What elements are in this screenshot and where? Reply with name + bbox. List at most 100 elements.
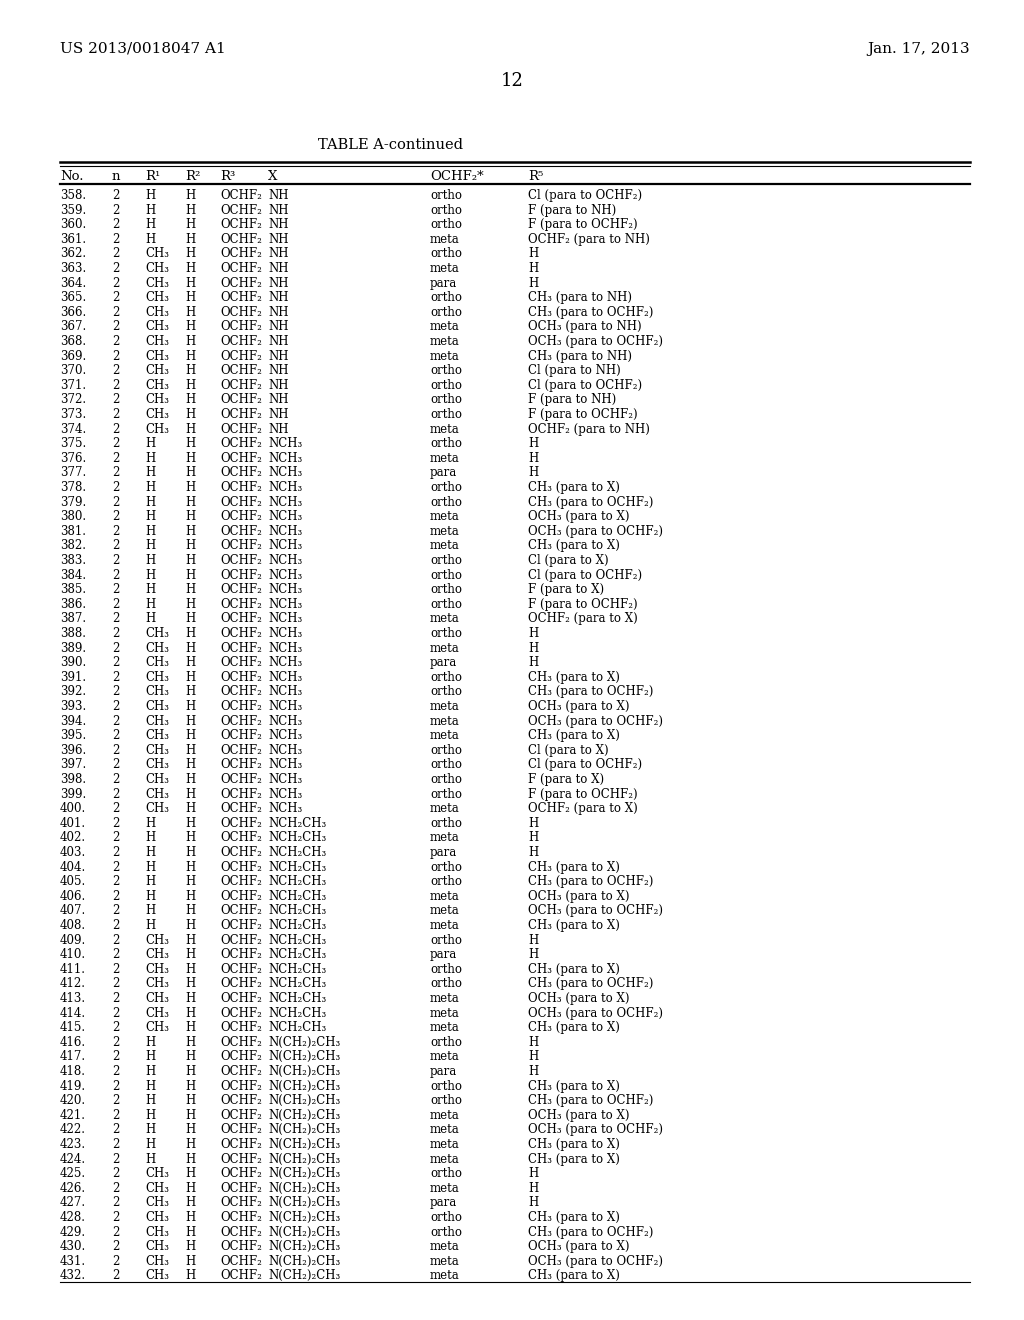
Text: 429.: 429. bbox=[60, 1225, 86, 1238]
Text: 2: 2 bbox=[112, 1036, 120, 1049]
Text: OCHF₂: OCHF₂ bbox=[220, 525, 262, 537]
Text: NCH₃: NCH₃ bbox=[268, 569, 302, 582]
Text: N(CH₂)₂CH₃: N(CH₂)₂CH₃ bbox=[268, 1210, 340, 1224]
Text: NCH₃: NCH₃ bbox=[268, 511, 302, 523]
Text: OCHF₂: OCHF₂ bbox=[220, 788, 262, 801]
Text: CH₃: CH₃ bbox=[145, 261, 169, 275]
Text: 2: 2 bbox=[112, 321, 120, 334]
Text: NCH₃: NCH₃ bbox=[268, 729, 302, 742]
Text: 2: 2 bbox=[112, 642, 120, 655]
Text: CH₃: CH₃ bbox=[145, 788, 169, 801]
Text: 428.: 428. bbox=[60, 1210, 86, 1224]
Text: OCHF₂: OCHF₂ bbox=[220, 904, 262, 917]
Text: OCHF₂: OCHF₂ bbox=[220, 1255, 262, 1267]
Text: CH₃: CH₃ bbox=[145, 277, 169, 289]
Text: NH: NH bbox=[268, 261, 289, 275]
Text: H: H bbox=[185, 803, 196, 816]
Text: 2: 2 bbox=[112, 525, 120, 537]
Text: 2: 2 bbox=[112, 832, 120, 845]
Text: 427.: 427. bbox=[60, 1196, 86, 1209]
Text: 2: 2 bbox=[112, 759, 120, 771]
Text: ortho: ortho bbox=[430, 189, 462, 202]
Text: CH₃ (para to NH): CH₃ (para to NH) bbox=[528, 292, 632, 304]
Text: OCH₃ (para to OCHF₂): OCH₃ (para to OCHF₂) bbox=[528, 1255, 663, 1267]
Text: CH₃: CH₃ bbox=[145, 714, 169, 727]
Text: CH₃: CH₃ bbox=[145, 933, 169, 946]
Text: 2: 2 bbox=[112, 1225, 120, 1238]
Text: OCHF₂: OCHF₂ bbox=[220, 247, 262, 260]
Text: H: H bbox=[528, 656, 539, 669]
Text: CH₃: CH₃ bbox=[145, 774, 169, 785]
Text: 2: 2 bbox=[112, 292, 120, 304]
Text: CH₃: CH₃ bbox=[145, 1210, 169, 1224]
Text: 424.: 424. bbox=[60, 1152, 86, 1166]
Text: 2: 2 bbox=[112, 364, 120, 378]
Text: OCHF₂: OCHF₂ bbox=[220, 393, 262, 407]
Text: 405.: 405. bbox=[60, 875, 86, 888]
Text: H: H bbox=[528, 817, 539, 830]
Text: 387.: 387. bbox=[60, 612, 86, 626]
Text: CH₃ (para to OCHF₂): CH₃ (para to OCHF₂) bbox=[528, 495, 653, 508]
Text: H: H bbox=[185, 1036, 196, 1049]
Text: ortho: ortho bbox=[430, 788, 462, 801]
Text: OCHF₂: OCHF₂ bbox=[220, 1109, 262, 1122]
Text: N(CH₂)₂CH₃: N(CH₂)₂CH₃ bbox=[268, 1109, 340, 1122]
Text: meta: meta bbox=[430, 321, 460, 334]
Text: CH₃: CH₃ bbox=[145, 977, 169, 990]
Text: 2: 2 bbox=[112, 408, 120, 421]
Text: H: H bbox=[145, 1036, 156, 1049]
Text: OCHF₂ (para to X): OCHF₂ (para to X) bbox=[528, 612, 638, 626]
Text: NH: NH bbox=[268, 379, 289, 392]
Text: CH₃: CH₃ bbox=[145, 803, 169, 816]
Text: CH₃: CH₃ bbox=[145, 379, 169, 392]
Text: H: H bbox=[185, 261, 196, 275]
Text: 404.: 404. bbox=[60, 861, 86, 874]
Text: meta: meta bbox=[430, 511, 460, 523]
Text: NCH₂CH₃: NCH₂CH₃ bbox=[268, 890, 327, 903]
Text: meta: meta bbox=[430, 1152, 460, 1166]
Text: CH₃: CH₃ bbox=[145, 1196, 169, 1209]
Text: 2: 2 bbox=[112, 1094, 120, 1107]
Text: H: H bbox=[528, 1167, 539, 1180]
Text: H: H bbox=[185, 875, 196, 888]
Text: 2: 2 bbox=[112, 1022, 120, 1034]
Text: 2: 2 bbox=[112, 247, 120, 260]
Text: ortho: ortho bbox=[430, 1094, 462, 1107]
Text: OCHF₂: OCHF₂ bbox=[220, 700, 262, 713]
Text: 2: 2 bbox=[112, 583, 120, 597]
Text: NCH₂CH₃: NCH₂CH₃ bbox=[268, 1007, 327, 1019]
Text: n: n bbox=[112, 170, 121, 183]
Text: 2: 2 bbox=[112, 612, 120, 626]
Text: H: H bbox=[185, 350, 196, 363]
Text: NCH₃: NCH₃ bbox=[268, 598, 302, 611]
Text: 2: 2 bbox=[112, 232, 120, 246]
Text: para: para bbox=[430, 466, 458, 479]
Text: F (para to NH): F (para to NH) bbox=[528, 203, 616, 216]
Text: H: H bbox=[185, 1094, 196, 1107]
Text: OCH₃ (para to X): OCH₃ (para to X) bbox=[528, 1109, 630, 1122]
Text: meta: meta bbox=[430, 1022, 460, 1034]
Text: CH₃: CH₃ bbox=[145, 759, 169, 771]
Text: H: H bbox=[185, 1138, 196, 1151]
Text: 2: 2 bbox=[112, 1255, 120, 1267]
Text: Cl (para to X): Cl (para to X) bbox=[528, 743, 608, 756]
Text: 431.: 431. bbox=[60, 1255, 86, 1267]
Text: 381.: 381. bbox=[60, 525, 86, 537]
Text: 385.: 385. bbox=[60, 583, 86, 597]
Text: 2: 2 bbox=[112, 627, 120, 640]
Text: N(CH₂)₂CH₃: N(CH₂)₂CH₃ bbox=[268, 1270, 340, 1283]
Text: 411.: 411. bbox=[60, 962, 86, 975]
Text: CH₃ (para to OCHF₂): CH₃ (para to OCHF₂) bbox=[528, 1094, 653, 1107]
Text: 2: 2 bbox=[112, 1167, 120, 1180]
Text: CH₃: CH₃ bbox=[145, 627, 169, 640]
Text: 368.: 368. bbox=[60, 335, 86, 348]
Text: 2: 2 bbox=[112, 437, 120, 450]
Text: CH₃: CH₃ bbox=[145, 685, 169, 698]
Text: H: H bbox=[145, 904, 156, 917]
Text: 413.: 413. bbox=[60, 993, 86, 1005]
Text: ortho: ortho bbox=[430, 627, 462, 640]
Text: H: H bbox=[528, 1181, 539, 1195]
Text: H: H bbox=[185, 277, 196, 289]
Text: H: H bbox=[145, 1094, 156, 1107]
Text: H: H bbox=[185, 1196, 196, 1209]
